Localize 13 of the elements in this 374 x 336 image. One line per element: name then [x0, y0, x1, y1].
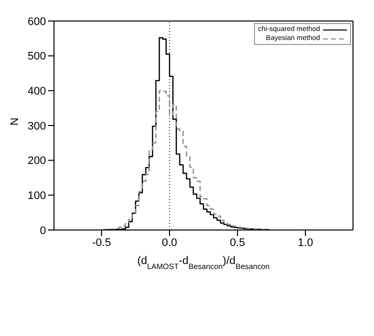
- y-tick-label: 100: [28, 190, 46, 202]
- x-tick-label: 0.5: [230, 236, 246, 249]
- x-tick-label: 1.0: [298, 236, 314, 249]
- x-tick-label: 0.0: [162, 236, 178, 249]
- x-tick-label: -0.5: [92, 236, 112, 249]
- y-tick-label: 400: [28, 86, 46, 98]
- y-axis-title: N: [8, 118, 21, 126]
- y-tick-label: 300: [28, 120, 46, 132]
- y-tick-label: 0: [40, 224, 46, 237]
- y-tick-label: 600: [28, 16, 46, 28]
- y-tick-label: 200: [28, 155, 46, 168]
- x-axis-title: (d$_{LAMOST}$-d$_{Besancon}$)/d$_{Besancon}$: [137, 255, 270, 270]
- y-tick-label: 500: [28, 50, 46, 63]
